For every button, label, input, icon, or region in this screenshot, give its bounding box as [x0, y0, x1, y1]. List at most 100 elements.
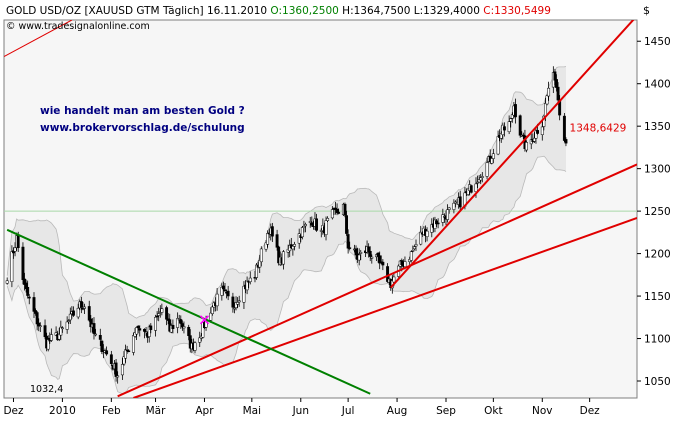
candle	[76, 303, 80, 320]
header-period: Täglich]	[162, 5, 204, 17]
candle-body	[255, 264, 259, 278]
candle	[436, 218, 440, 229]
candle	[242, 281, 246, 310]
candle	[83, 303, 86, 315]
candle	[368, 246, 372, 262]
candle-body	[209, 312, 213, 321]
candle	[49, 328, 53, 342]
x-tick-label: 2010	[49, 405, 76, 417]
candle-body	[109, 354, 113, 364]
header-close: C:1330,5499	[483, 5, 551, 17]
candle	[176, 312, 180, 334]
candle	[255, 262, 259, 280]
last-value-label: 1348,6429	[570, 122, 627, 134]
y-tick-label: 1050	[644, 376, 671, 388]
breakout-marker	[199, 315, 210, 325]
candle	[124, 344, 127, 363]
candle-body	[35, 312, 39, 325]
annotation-line-2: www.brokervorschlag.de/schulung	[40, 122, 245, 134]
candle-body	[300, 227, 304, 238]
candle	[315, 213, 319, 232]
candle	[60, 326, 64, 333]
candle-body	[315, 218, 319, 231]
candle-body	[155, 315, 159, 318]
candle	[138, 325, 142, 337]
candle-body	[518, 115, 522, 136]
candle-body	[409, 251, 413, 261]
candle-body	[555, 79, 558, 88]
header-high: H:1364,7500	[342, 5, 410, 17]
candle-body	[65, 321, 69, 330]
candle-body	[67, 320, 71, 322]
y-axis-label: $	[643, 4, 650, 17]
candle-body	[127, 350, 131, 353]
candle-body	[304, 224, 307, 227]
y-tick-label: 1350	[644, 121, 671, 133]
candle	[359, 249, 363, 261]
candle	[231, 292, 235, 313]
candle	[21, 242, 25, 285]
candle-body	[536, 130, 540, 134]
candle	[43, 319, 47, 340]
candle-body	[266, 233, 270, 245]
candle	[248, 271, 252, 285]
candle	[346, 229, 350, 254]
candle	[419, 225, 423, 246]
candle-body	[370, 256, 374, 259]
candle-body	[176, 318, 180, 328]
candle-body	[532, 137, 536, 142]
candle	[116, 371, 120, 384]
candle-body	[215, 293, 219, 307]
candle	[293, 241, 296, 251]
candle	[491, 148, 495, 164]
candle-body	[237, 300, 241, 303]
candle-body	[381, 261, 385, 266]
candle-body	[543, 102, 547, 117]
candle	[518, 114, 522, 138]
y-tick-label: 1300	[644, 164, 671, 176]
candle	[281, 249, 285, 270]
candle-body	[480, 176, 484, 178]
candle-body	[10, 251, 14, 282]
header-date: 16.11.2010	[207, 5, 267, 17]
x-tick-label: Mai	[243, 405, 261, 417]
candle	[540, 120, 544, 141]
candle-body	[540, 126, 544, 135]
candle	[514, 98, 517, 124]
candle-body	[474, 183, 478, 192]
candle	[534, 127, 538, 144]
candle-body	[547, 87, 551, 97]
candle	[381, 259, 385, 271]
candle	[149, 323, 153, 334]
y-tick-label: 1450	[644, 36, 671, 48]
candle-body	[545, 95, 549, 105]
x-tick-label: Apr	[195, 405, 214, 417]
candle	[562, 113, 566, 143]
x-tick-label: Feb	[102, 405, 121, 417]
candle-body	[270, 226, 274, 237]
candle-body	[13, 247, 17, 252]
candle-body	[138, 328, 142, 331]
candle-body	[32, 297, 36, 312]
candle	[171, 319, 175, 334]
chart-header: GOLD USD/OZ [XAUUSD GTM Täglich] 16.11.2…	[6, 5, 551, 17]
trendline-red-3	[390, 20, 635, 289]
candle	[425, 227, 429, 242]
candle	[237, 295, 241, 307]
candle-body	[187, 326, 191, 336]
candle	[92, 317, 96, 340]
candle-body	[452, 202, 456, 210]
candle-body	[357, 254, 361, 261]
candle	[458, 190, 462, 212]
marker-layer	[199, 315, 210, 325]
candle	[345, 210, 348, 236]
candle	[564, 137, 568, 147]
candle-body	[479, 177, 483, 181]
candle-body	[514, 104, 517, 118]
header-symbol: GOLD USD/OZ [XAUUSD GTM	[6, 5, 160, 17]
candle-body	[198, 337, 202, 343]
candle-body	[72, 310, 75, 316]
candle-body	[485, 162, 489, 177]
